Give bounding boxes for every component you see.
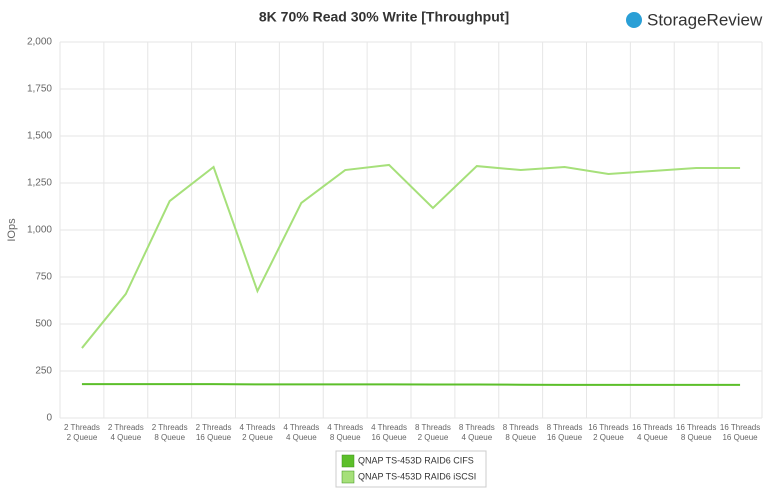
y-tick-label: 1,250 bbox=[27, 178, 52, 189]
y-tick-label: 2,000 bbox=[27, 37, 52, 48]
x-tick-label: 4 Threads 4 Queue bbox=[283, 423, 319, 442]
x-tick-label: 2 Threads 16 Queue bbox=[196, 423, 232, 442]
legend-swatch bbox=[341, 470, 355, 484]
x-tick-label: 16 Threads 8 Queue bbox=[676, 423, 716, 442]
legend-label: QNAP TS-453D RAID6 CIFS bbox=[358, 455, 474, 465]
chart-title: 8K 70% Read 30% Write [Throughput] bbox=[259, 9, 509, 25]
logo-text: StorageReview bbox=[647, 10, 763, 29]
x-tick-label: 16 Threads 4 Queue bbox=[632, 423, 672, 442]
logo: StorageReview bbox=[626, 10, 763, 29]
y-axis-label: IOps bbox=[6, 218, 18, 242]
x-tick-label: 2 Threads 2 Queue bbox=[64, 423, 100, 442]
y-tick-label: 500 bbox=[35, 319, 52, 330]
legend-box bbox=[335, 450, 487, 488]
x-tick-label: 16 Threads 16 Queue bbox=[720, 423, 760, 442]
y-tick-label: 1,000 bbox=[27, 225, 52, 236]
x-tick-label: 8 Threads 2 Queue bbox=[415, 423, 451, 442]
legend-swatch bbox=[341, 454, 355, 468]
x-tick-label: 8 Threads 4 Queue bbox=[459, 423, 495, 442]
y-tick-label: 1,500 bbox=[27, 131, 52, 142]
x-tick-label: 4 Threads 16 Queue bbox=[371, 423, 407, 442]
x-tick-label: 8 Threads 8 Queue bbox=[503, 423, 539, 442]
y-tick-label: 750 bbox=[35, 272, 52, 283]
x-tick-label: 4 Threads 8 Queue bbox=[327, 423, 363, 442]
y-tick-label: 0 bbox=[46, 413, 52, 424]
x-tick-label: 2 Threads 4 Queue bbox=[108, 423, 144, 442]
series-line bbox=[81, 383, 741, 386]
x-tick-label: 16 Threads 2 Queue bbox=[588, 423, 628, 442]
y-tick-label: 1,750 bbox=[27, 84, 52, 95]
x-tick-label: 4 Threads 2 Queue bbox=[240, 423, 276, 442]
legend-label: QNAP TS-453D RAID6 iSCSI bbox=[358, 471, 476, 481]
x-tick-label: 8 Threads 16 Queue bbox=[547, 423, 583, 442]
x-tick-label: 2 Threads 8 Queue bbox=[152, 423, 188, 442]
logo-icon bbox=[626, 12, 642, 28]
y-tick-label: 250 bbox=[35, 366, 52, 377]
series-line bbox=[81, 163, 741, 349]
